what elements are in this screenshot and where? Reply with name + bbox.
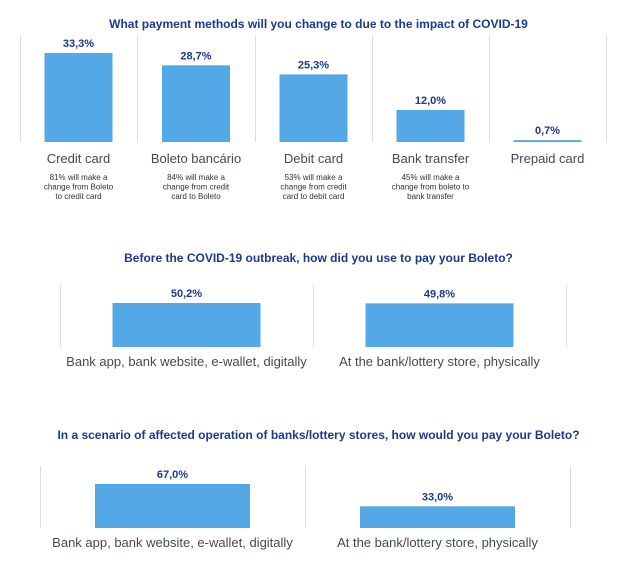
bar xyxy=(112,303,261,347)
category-label: Bank app, bank website, e-wallet, digita… xyxy=(52,535,293,550)
category-label: Debit card xyxy=(284,151,343,166)
data-label: 50,2% xyxy=(171,288,202,300)
bar xyxy=(279,74,348,142)
category-label: Prepaid card xyxy=(511,151,585,166)
bar xyxy=(95,484,250,528)
bar xyxy=(44,53,113,142)
chart-2-title: Before the COVID-19 outbreak, how did yo… xyxy=(124,251,513,265)
data-label: 67,0% xyxy=(157,469,188,481)
data-label: 33,3% xyxy=(63,38,94,50)
bar-note: card to Boleto xyxy=(171,192,221,201)
bar-note: card to debit card xyxy=(283,192,345,201)
category-label: Credit card xyxy=(47,151,111,166)
data-label: 0,7% xyxy=(535,125,560,137)
category-label: At the bank/lottery store, physically xyxy=(337,535,538,550)
bar-note: to credit card xyxy=(55,192,101,201)
data-label: 12,0% xyxy=(415,95,446,107)
category-label: Bank app, bank website, e-wallet, digita… xyxy=(66,354,307,369)
chart-1-title: What payment methods will you change to … xyxy=(109,17,528,31)
bar-note: 81% will make a xyxy=(50,173,108,182)
category-label: At the bank/lottery store, physically xyxy=(339,354,540,369)
bar-note: change from credit xyxy=(163,183,230,192)
bar-note: bank transfer xyxy=(407,192,454,201)
chart-2: 50,2% Bank app, bank website, e-wallet, d… xyxy=(60,285,567,369)
data-label: 28,7% xyxy=(180,50,211,62)
bar-note: change from boleto to xyxy=(392,183,470,192)
bar xyxy=(162,65,230,142)
category-label: Boleto bancário xyxy=(151,151,241,166)
bar xyxy=(396,109,465,142)
bar xyxy=(365,303,514,347)
bar-note: 84% will make a xyxy=(167,173,225,182)
data-label: 49,8% xyxy=(424,288,455,300)
bar-note: 53% will make a xyxy=(285,173,343,182)
category-label: Bank transfer xyxy=(392,151,470,166)
chart-3: 67,0% Bank app, bank website, e-wallet, d… xyxy=(40,466,571,550)
data-label: 33,0% xyxy=(422,491,453,503)
bar-note: 45% will make a xyxy=(402,173,460,182)
bar-note: change from credit xyxy=(280,183,347,192)
bar-note: change from Boleto xyxy=(44,183,114,192)
bar xyxy=(513,140,582,142)
bar xyxy=(360,506,515,528)
data-label: 25,3% xyxy=(298,59,329,71)
chart-3-title: In a scenario of affected operation of b… xyxy=(57,428,580,442)
